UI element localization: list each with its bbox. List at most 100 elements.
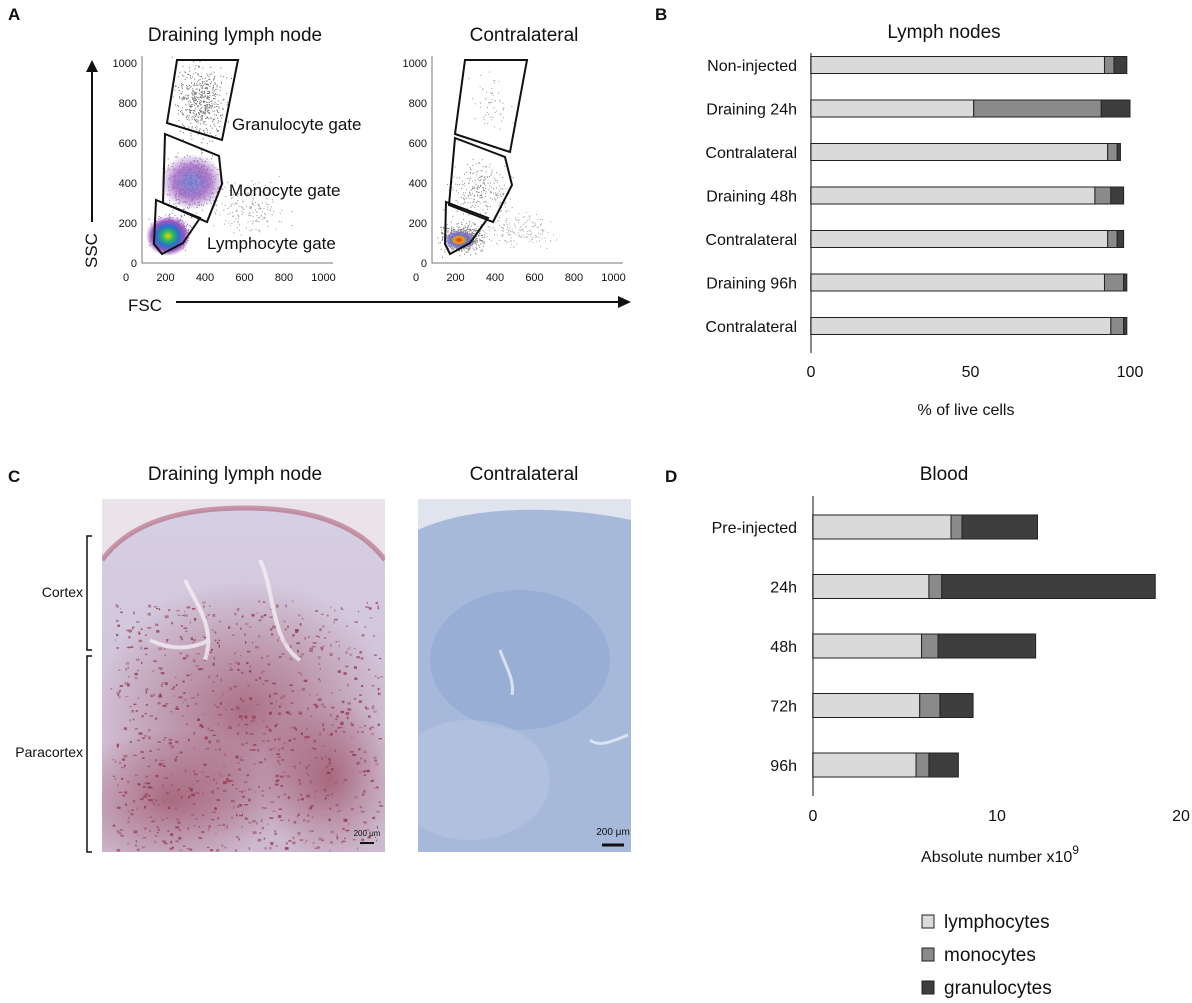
- bar-segment-granulocytes: [939, 693, 974, 718]
- bar-segment-monocytes: [921, 633, 939, 659]
- lymph-nodes-chart: Lymph nodes Non-injected Draining 24h Contr…: [705, 22, 1143, 419]
- facs-right-events: [437, 71, 558, 258]
- chart-title: Lymph nodes: [887, 22, 1000, 43]
- category-label: 24h: [770, 580, 797, 597]
- panel-label-b: B: [655, 5, 667, 24]
- facs-x-tick: 200: [156, 272, 174, 284]
- bar-segment-granulocytes: [941, 574, 1156, 599]
- scale-label-left: 200 μm: [354, 829, 381, 838]
- panel-label-c: C: [8, 467, 20, 486]
- bar-segment-granulocytes: [928, 752, 959, 778]
- bar-segment-monocytes: [1107, 230, 1118, 248]
- facs-x-tick: 400: [196, 272, 214, 284]
- facs-y-tick: 0: [421, 258, 427, 270]
- bar-segment-granulocytes: [1110, 186, 1125, 205]
- bar-segment-granulocytes: [961, 514, 1038, 540]
- bar-segment-granulocytes: [937, 633, 1037, 659]
- facs-x-tick: 0: [413, 272, 419, 284]
- ssc-axis-label: SSC: [82, 233, 101, 268]
- bar-segment-lymphocytes: [812, 693, 921, 718]
- bar-segment-lymphocytes: [810, 143, 1109, 161]
- category-label: 96h: [770, 758, 797, 775]
- lymphocyte-gate-label: Lymphocyte gate: [207, 234, 336, 253]
- granulocyte-gate-left: [165, 59, 240, 142]
- x-tick-label: 20: [1172, 808, 1190, 825]
- facs-left-axes: [141, 56, 333, 264]
- category-label: Draining 96h: [706, 276, 797, 293]
- monocyte-density-left: [160, 154, 224, 210]
- category-label: 72h: [770, 699, 797, 716]
- facs-x-tick: 1000: [601, 272, 625, 284]
- bar-segment-granulocytes: [1113, 56, 1128, 74]
- category-label: 48h: [770, 639, 797, 656]
- monocyte-gate-right: [447, 136, 514, 224]
- lymphocyte-density-right: [443, 230, 475, 250]
- bar-segment-granulocytes: [1123, 317, 1128, 335]
- category-label: Pre-injected: [712, 520, 797, 537]
- category-label: Draining 24h: [706, 102, 797, 119]
- granulocyte-gate-label: Granulocyte gate: [232, 115, 361, 134]
- bar-segment-monocytes: [1103, 56, 1115, 74]
- facs-x-tick: 200: [446, 272, 464, 284]
- x-tick-label: 100: [1117, 364, 1144, 381]
- legend-swatch-granulocytes: [921, 980, 935, 995]
- bar-segment-lymphocytes: [812, 633, 923, 659]
- legend-label-monocytes: monocytes: [944, 945, 1036, 966]
- facs-y-tick: 0: [131, 258, 137, 270]
- histology-contralateral: [418, 499, 631, 852]
- lymphocyte-gate-right: [443, 200, 490, 256]
- bar-segment-lymphocytes: [810, 273, 1105, 292]
- legend-label-granulocytes: granulocytes: [944, 978, 1052, 999]
- histology-draining: [102, 499, 385, 852]
- x-axis-label-exponent: 9: [1072, 843, 1079, 857]
- panel-label-d: D: [665, 467, 677, 486]
- bar-segment-granulocytes: [1123, 273, 1128, 292]
- monocyte-gate-label: Monocyte gate: [229, 181, 341, 200]
- x-axis-label: % of live cells: [918, 402, 1015, 419]
- bar-segment-granulocytes: [1116, 230, 1125, 248]
- facs-y-tick: 800: [119, 98, 137, 110]
- chart-title: Blood: [920, 464, 969, 485]
- bar-segment-monocytes: [928, 574, 943, 599]
- facs-x-tick: 600: [525, 272, 543, 284]
- facs-y-tick: 1000: [403, 58, 427, 70]
- facs-y-tick: 1000: [113, 58, 137, 70]
- facs-x-tick: 400: [486, 272, 504, 284]
- bar-segment-monocytes: [919, 693, 941, 718]
- panel-a-right-title: Contralateral: [470, 25, 579, 46]
- cortex-label: Cortex: [42, 584, 83, 600]
- panel-c-right-title: Contralateral: [470, 464, 579, 485]
- panel-label-a: A: [8, 5, 20, 24]
- panel-a-left-title: Draining lymph node: [148, 25, 322, 46]
- fsc-axis-label: FSC: [128, 296, 162, 315]
- facs-x-tick: 1000: [311, 272, 335, 284]
- bar-segment-monocytes: [915, 752, 930, 778]
- lymphocyte-gate-left: [152, 198, 202, 256]
- facs-y-tick: 200: [119, 218, 137, 230]
- facs-x-tick: 0: [123, 272, 129, 284]
- scale-label-right: 200 μm: [596, 827, 630, 838]
- panel-a: Draining lymph node Contralateral 002002…: [82, 25, 631, 315]
- bar-segment-lymphocytes: [810, 317, 1112, 335]
- blood-chart: Blood Pre-injected 24h 48h 72h 96h 0 10 20 Absolu…: [712, 464, 1190, 866]
- facs-y-tick: 200: [409, 218, 427, 230]
- facs-y-tick: 600: [409, 138, 427, 150]
- x-tick-label: 50: [962, 364, 980, 381]
- bar-segment-lymphocytes: [812, 514, 952, 540]
- bar-segment-monocytes: [1110, 317, 1125, 335]
- category-label: Contralateral: [705, 232, 797, 249]
- bar-segment-granulocytes: [1116, 143, 1121, 161]
- fsc-arrowhead-icon: [618, 296, 631, 308]
- panel-c-left-title: Draining lymph node: [148, 464, 322, 485]
- bar-segment-monocytes: [1094, 186, 1112, 205]
- category-label: Draining 48h: [706, 189, 797, 206]
- facs-x-tick: 800: [565, 272, 583, 284]
- bar-segment-lymphocytes: [812, 574, 930, 599]
- facs-x-tick: 600: [235, 272, 253, 284]
- bar-segment-monocytes: [1107, 143, 1118, 161]
- ssc-arrowhead-icon: [86, 60, 98, 72]
- bar-segment-monocytes: [1103, 273, 1125, 292]
- legend: lymphocytes monocytes granulocytes: [921, 912, 1052, 999]
- facs-ticks: 0020020040040060060080080010001000002002…: [113, 58, 626, 284]
